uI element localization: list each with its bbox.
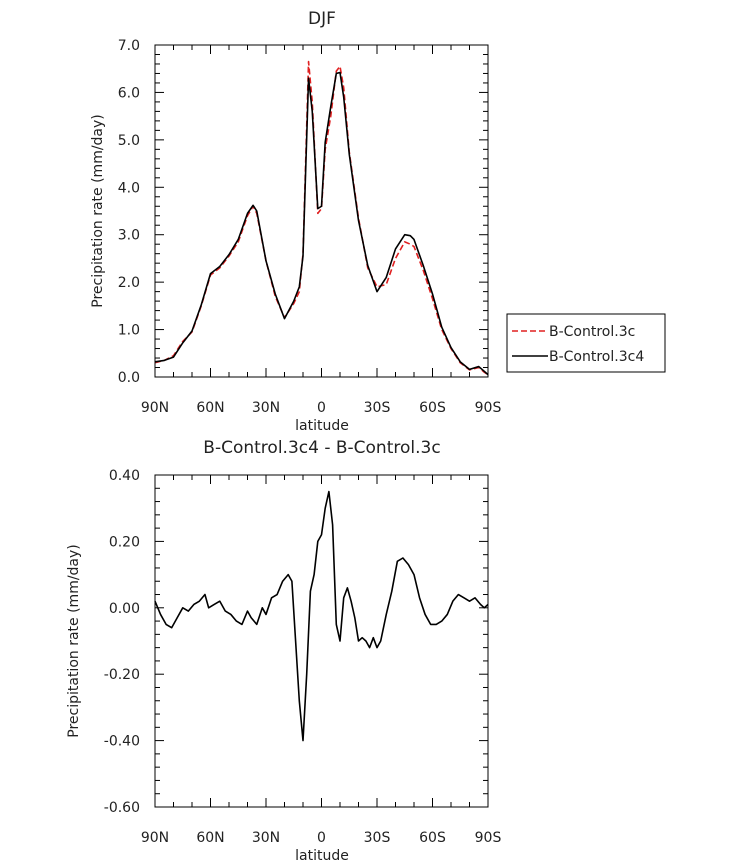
top-chart-y-tick-label: 4.0	[118, 180, 140, 196]
top-chart-x-axis-label: latitude	[295, 418, 349, 434]
top-chart-y-axis-label: Precipitation rate (mm/day)	[90, 114, 106, 308]
bottom-chart-title: B-Control.3c4 - B-Control.3c	[203, 438, 440, 458]
bottom-chart-y-tick-label: 0.20	[109, 534, 140, 550]
top-chart-x-tick-label: 30S	[364, 400, 391, 416]
top-chart-y-tick-labels: 0.0 1.0 2.0 3.0 4.0 5.0 6.0 7.0	[118, 38, 140, 386]
top-chart-y-tick-label: 3.0	[118, 228, 140, 244]
bottom-chart-series-line-1	[154, 490, 489, 742]
bottom-chart-plot-frame	[154, 474, 489, 808]
top-chart-series-group	[154, 60, 489, 376]
bottom-chart-y-tick-labels: -0.60 -0.40 -0.20 0.00 0.20 0.40	[104, 468, 140, 816]
top-chart-x-tick-label: 90S	[475, 400, 502, 416]
bottom-chart-x-tick-label: 90S	[475, 830, 502, 846]
bottom-chart: B-Control.3c4 - B-Control.3c -0.60-0.40-…	[66, 438, 501, 864]
top-chart-legend: B-Control.3c B-Control.3c4	[506, 313, 666, 373]
top-chart-y-tick-label: 6.0	[118, 85, 140, 101]
bottom-chart-y-axis-label: Precipitation rate (mm/day)	[66, 544, 82, 738]
top-chart-series-line-2	[154, 71, 489, 376]
top-chart-x-tick-labels: 90N 60N 30N 0 30S 60S 90S	[141, 400, 502, 416]
bottom-chart-x-tick-label: 90N	[141, 830, 169, 846]
bottom-chart-x-tick-labels: 90N 60N 30N 0 30S 60S 90S	[141, 830, 502, 846]
bottom-chart-x-axis-label: latitude	[295, 848, 349, 864]
top-chart-x-tick-label: 60N	[196, 400, 224, 416]
top-chart-y-tick-label: 5.0	[118, 133, 140, 149]
top-chart-x-tick-label: 60S	[419, 400, 446, 416]
top-chart-series-line-1	[154, 60, 489, 376]
top-chart-y-tick-label: 1.0	[118, 323, 140, 339]
legend-label-series-1: B-Control.3c	[549, 324, 635, 340]
top-chart-x-tick-label: 30N	[252, 400, 280, 416]
top-chart: DJF 0.0 1.0 2.0 3.0 4.0 5.0 6.0 7.0 90N 60N 30N 0 3…	[90, 9, 666, 434]
bottom-chart-x-tick-label: 60N	[196, 830, 224, 846]
top-chart-plot-frame	[154, 44, 489, 378]
bottom-chart-x-tick-label: 30S	[364, 830, 391, 846]
bottom-chart-y-tick-label: 0.40	[109, 468, 140, 484]
top-chart-x-tick-label: 0	[317, 400, 326, 416]
bottom-chart-x-tick-label: 0	[317, 830, 326, 846]
bottom-chart-series-group	[154, 490, 489, 742]
bottom-chart-ticks	[154, 474, 489, 808]
top-chart-x-tick-label: 90N	[141, 400, 169, 416]
legend-box	[506, 313, 666, 373]
top-chart-y-tick-label: 0.0	[118, 370, 140, 386]
legend-label-series-2: B-Control.3c4	[549, 349, 644, 365]
bottom-chart-y-tick-label: -0.40	[104, 734, 140, 750]
bottom-chart-x-tick-label: 60S	[419, 830, 446, 846]
bottom-chart-x-tick-label: 30N	[252, 830, 280, 846]
top-chart-y-tick-label: 7.0	[118, 38, 140, 54]
bottom-chart-y-tick-label: 0.00	[109, 601, 140, 617]
top-chart-ticks	[154, 44, 489, 378]
bottom-chart-y-tick-label: -0.20	[104, 667, 140, 683]
bottom-chart-y-tick-label: -0.60	[104, 800, 140, 816]
top-chart-title: DJF	[308, 9, 336, 29]
top-chart-y-tick-label: 2.0	[118, 275, 140, 291]
